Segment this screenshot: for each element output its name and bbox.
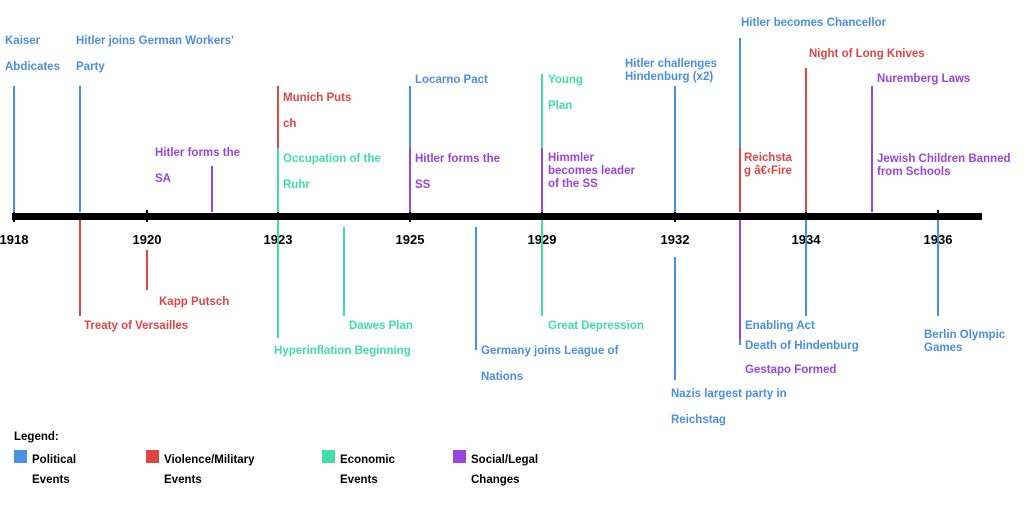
event-line-versailles	[79, 220, 81, 316]
event-label-kaiser: Kaiser Abdicates	[5, 35, 60, 74]
event-line-young-plan	[541, 74, 543, 148]
event-line-nazis-largest	[674, 257, 676, 380]
event-label-dawes: Dawes Plan	[349, 320, 413, 332]
event-line-hitler-forms-sa	[211, 166, 213, 212]
year-tick-1934	[805, 210, 807, 222]
year-tick-1936	[937, 210, 939, 222]
event-label-hitler-forms-sa: Hitler forms the SA	[155, 147, 240, 186]
legend-swatch-political	[14, 450, 27, 463]
year-tick-1929	[541, 210, 543, 222]
timeline-axis	[12, 213, 982, 220]
event-label-nuremberg: Nuremberg Laws	[877, 73, 971, 85]
event-line-olympics	[937, 220, 939, 316]
year-label-1932: 1932	[660, 232, 690, 247]
event-line-depression	[541, 220, 543, 316]
event-line-locarno	[409, 86, 411, 148]
event-label-gestapo: Gestapo Formed	[745, 364, 837, 376]
event-label-reichstag-fire: Reichsta g â€‹Fire	[744, 152, 792, 178]
legend-item-economic: Economic Events	[322, 450, 395, 490]
event-label-hindenburg-challenge: Hitler challenges Hindenburg (x2)	[625, 58, 718, 84]
event-label-jewish-children: Jewish Children Banned from Schools	[877, 153, 1011, 179]
legend-title: Legend:	[14, 431, 59, 443]
year-tick-1920	[146, 210, 148, 222]
event-line-nuremberg	[871, 86, 873, 212]
event-line-kaiser	[13, 86, 15, 212]
event-label-munich-putsch: Munich Puts ch	[283, 92, 352, 131]
legend-label-economic: Economic Events	[340, 454, 395, 486]
event-line-occupation-ruhr	[277, 148, 279, 212]
event-line-chancellor	[739, 38, 741, 148]
year-tick-1918	[13, 210, 15, 222]
legend-item-political: Political Events	[14, 450, 76, 490]
event-label-locarno: Locarno Pact	[415, 74, 488, 86]
event-label-death-hindenburg: Death of Hindenburg	[745, 340, 859, 352]
event-label-depression: Great Depression	[548, 320, 644, 332]
year-tick-1932	[674, 210, 676, 222]
legend-label-social: Social/Legal Changes	[471, 454, 539, 486]
legend-label-violence: Violence/Military Events	[164, 454, 255, 486]
event-label-hyperinflation: Hyperinflation Beginning	[274, 345, 411, 357]
legend-swatch-social	[453, 450, 466, 463]
event-line-hyperinflation	[277, 220, 279, 338]
event-label-kapp: Kapp Putsch	[159, 296, 230, 308]
event-line-death-hindenburg	[805, 220, 807, 316]
event-label-hitler-forms-ss: Hitler forms the SS	[415, 153, 500, 192]
event-label-olympics: Berlin Olympic Games	[924, 329, 1006, 355]
legend-swatch-economic	[322, 450, 335, 463]
event-line-himmler	[541, 148, 543, 212]
event-line-kapp	[146, 250, 148, 290]
event-line-dawes	[343, 227, 345, 316]
event-label-hitler-joins-dap: Hitler joins German Workers' Party	[76, 35, 234, 74]
event-label-young-plan: Young Plan	[548, 74, 583, 113]
legend-label-political: Political Events	[32, 454, 77, 486]
legend-swatch-violence	[146, 450, 159, 463]
event-line-hindenburg-challenge	[674, 86, 676, 212]
legend-item-violence: Violence/Military Events	[146, 450, 255, 490]
event-label-occupation-ruhr: Occupation of the Ruhr	[283, 153, 381, 192]
event-label-versailles: Treaty of Versailles	[84, 320, 189, 332]
event-label-long-knives: Night of Long Knives	[809, 48, 925, 60]
event-line-munich-putsch	[277, 86, 279, 148]
event-line-reichstag-fire	[739, 148, 741, 212]
event-line-league	[475, 227, 477, 350]
year-tick-1925	[409, 210, 411, 222]
event-line-hitler-joins-dap	[79, 86, 81, 212]
year-label-1925: 1925	[395, 232, 425, 247]
year-label-1918: 1918	[0, 232, 29, 247]
legend-item-social: Social/Legal Changes	[453, 450, 538, 490]
event-label-himmler: Himmler becomes leader of the SS	[548, 152, 635, 191]
event-label-chancellor: Hitler becomes Chancellor	[741, 17, 887, 29]
event-line-hitler-forms-ss	[409, 148, 411, 212]
year-tick-1923	[277, 210, 279, 222]
year-label-1920: 1920	[132, 232, 162, 247]
event-label-league: Germany joins League of Nations	[481, 345, 619, 384]
event-line-gestapo	[739, 220, 741, 340]
event-label-enabling-act: Enabling Act	[745, 320, 815, 332]
event-label-nazis-largest: Nazis largest party in Reichstag	[671, 388, 787, 427]
event-line-long-knives	[805, 68, 807, 212]
